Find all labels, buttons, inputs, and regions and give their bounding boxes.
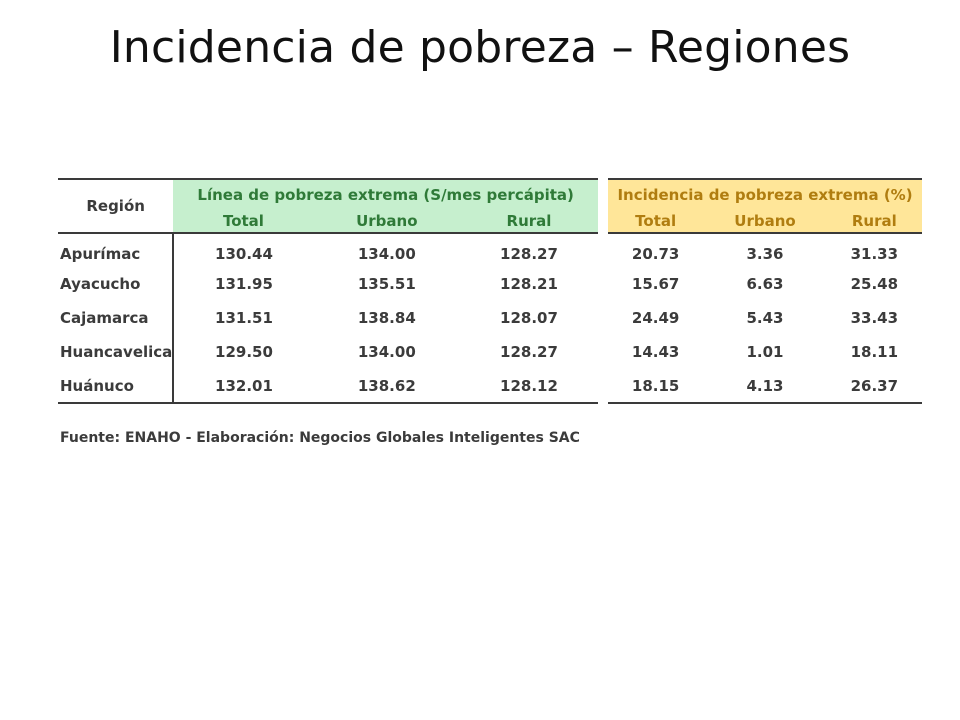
- incidence-total: 24.49: [631, 309, 680, 327]
- incidence-urbano: 1.01: [746, 343, 784, 361]
- line-urbano: 134.00: [357, 343, 416, 361]
- table-row: 20.73 3.36 31.33: [608, 233, 922, 267]
- region-name: Apurímac: [58, 233, 175, 267]
- table-row: 15.67 6.63 25.48: [608, 267, 922, 301]
- incidence-rural: 31.33: [850, 244, 899, 263]
- incidence-rural: 26.37: [826, 369, 922, 404]
- region-name: Huancavelica: [58, 335, 175, 369]
- line-urbano: 138.84: [357, 309, 416, 327]
- incidence-urbano: 6.63: [746, 275, 784, 293]
- table-row: Huánuco 132.01 138.62 128.12: [58, 369, 598, 404]
- table-row: 18.15 4.13 26.37: [608, 369, 922, 404]
- table-row: Huancavelica 129.50 134.00 128.27: [58, 335, 598, 369]
- incidence-total: 18.15: [608, 369, 704, 404]
- line-header-rural: Rural: [460, 209, 598, 234]
- table-row: Ayacucho 131.95 135.51 128.21: [58, 267, 598, 301]
- source-note: Fuente: ENAHO - Elaboración: Negocios Gl…: [60, 430, 580, 446]
- incidence-urbano: 5.43: [746, 309, 784, 327]
- table-row: Cajamarca 131.51 138.84 128.07: [58, 301, 598, 335]
- line-total: 129.50: [215, 343, 273, 361]
- incidence-rural: 18.11: [850, 343, 899, 361]
- line-header-urbano: Urbano: [313, 209, 460, 234]
- slide-title: Incidencia de pobreza – Regiones: [109, 22, 851, 73]
- line-rural: 128.27: [500, 343, 558, 361]
- table-row: 24.49 5.43 33.43: [608, 301, 922, 335]
- line-urbano: 135.51: [357, 275, 416, 293]
- region-name: Huánuco: [58, 369, 175, 404]
- line-rural: 128.27: [500, 244, 558, 263]
- line-rural: 128.21: [500, 275, 558, 293]
- region-name: Ayacucho: [58, 267, 175, 301]
- poverty-incidence-group-header: Incidencia de pobreza extrema (%): [608, 178, 922, 209]
- poverty-line-group-header: Línea de pobreza extrema (S/mes percápit…: [173, 178, 598, 209]
- incidence-total: 15.67: [631, 275, 680, 293]
- line-header-total: Total: [173, 209, 314, 234]
- incidence-rural: 33.43: [850, 309, 899, 327]
- incidence-total: 14.43: [631, 343, 680, 361]
- table-row: Apurímac 130.44 134.00 128.27: [58, 233, 598, 267]
- incidence-header-urbano: Urbano: [703, 209, 827, 234]
- line-urbano: 134.00: [357, 244, 416, 263]
- line-rural: 128.07: [500, 309, 558, 327]
- incidence-rural: 25.48: [850, 275, 899, 293]
- line-total: 130.44: [215, 244, 273, 263]
- table-row: 14.43 1.01 18.11: [608, 335, 922, 369]
- region-header: Región: [58, 178, 174, 234]
- line-total: 131.95: [215, 275, 273, 293]
- line-urbano: 138.62: [313, 369, 460, 404]
- incidence-header-total: Total: [608, 209, 704, 234]
- line-rural: 128.12: [460, 369, 598, 404]
- incidence-total: 20.73: [631, 244, 680, 263]
- incidence-header-rural: Rural: [826, 209, 922, 234]
- line-total: 131.51: [215, 309, 273, 327]
- line-total: 132.01: [173, 369, 314, 404]
- poverty-line-table: Región Línea de pobreza extrema (S/mes p…: [58, 178, 598, 404]
- region-name: Cajamarca: [58, 301, 175, 335]
- incidence-urbano: 4.13: [703, 369, 827, 404]
- incidence-urbano: 3.36: [746, 244, 784, 263]
- poverty-incidence-table: Incidencia de pobreza extrema (%) Total …: [608, 178, 922, 404]
